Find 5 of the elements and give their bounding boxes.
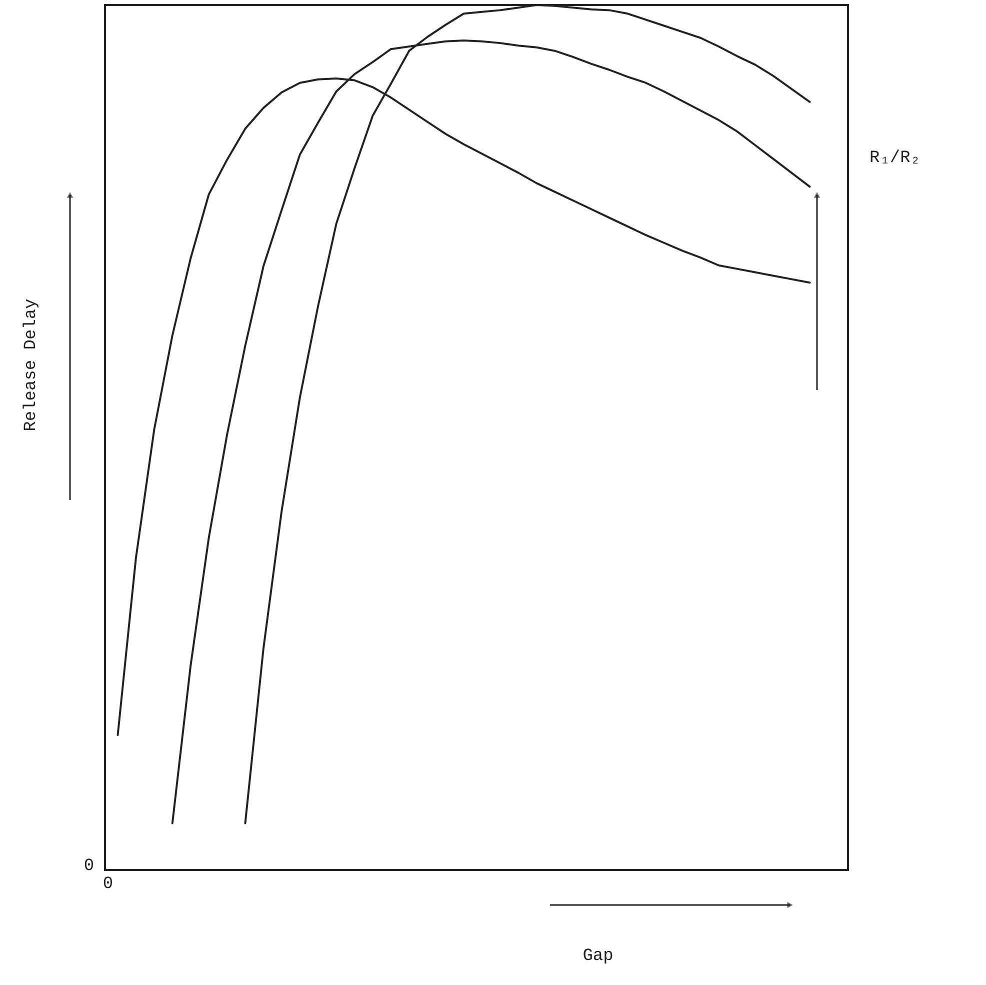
- x-axis-title: Gap: [582, 947, 614, 966]
- y-axis-title: Release Delay: [22, 298, 41, 432]
- text: R₁/R₂: [869, 149, 921, 168]
- text: 0: [84, 857, 94, 876]
- text: 0: [102, 875, 114, 894]
